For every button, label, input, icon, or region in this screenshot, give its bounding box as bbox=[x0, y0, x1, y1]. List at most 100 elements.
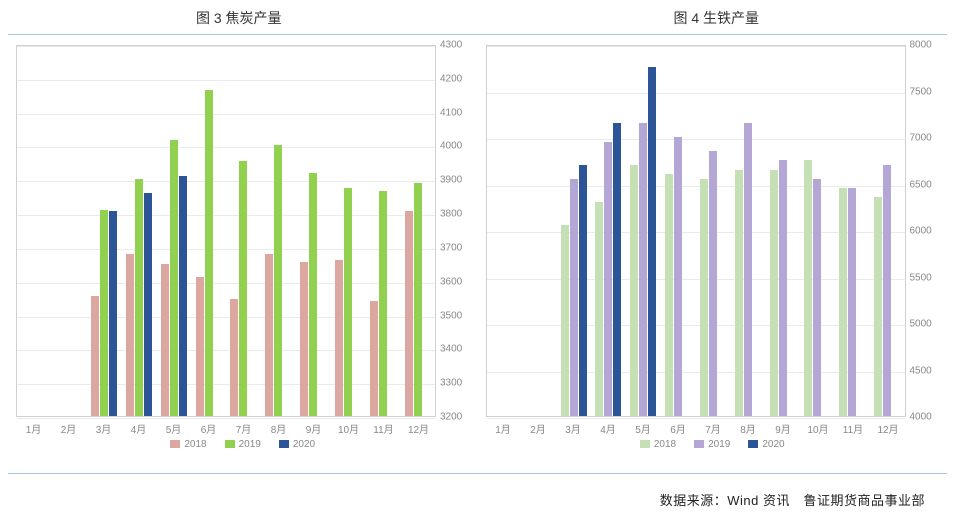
x-tick-label: 9月 bbox=[296, 421, 331, 436]
y-tick-label: 5000 bbox=[910, 319, 932, 330]
y-tick-label: 4100 bbox=[440, 107, 462, 118]
x-tick-label: 5月 bbox=[626, 421, 661, 436]
bar bbox=[561, 225, 569, 416]
bar bbox=[779, 160, 787, 416]
y-tick-label: 4200 bbox=[440, 73, 462, 84]
y-tick-label: 3800 bbox=[440, 209, 462, 220]
bar-group bbox=[661, 46, 696, 416]
bar bbox=[91, 296, 99, 416]
bar bbox=[813, 179, 821, 416]
x-tick-label: 7月 bbox=[226, 421, 261, 436]
legend-item: 2020 bbox=[279, 439, 315, 450]
bar bbox=[414, 183, 422, 416]
bar bbox=[604, 142, 612, 416]
bar bbox=[344, 188, 352, 416]
bar-group bbox=[17, 46, 52, 416]
bar bbox=[770, 170, 778, 416]
legend-item: 2018 bbox=[170, 439, 206, 450]
x-tick-label: 3月 bbox=[86, 421, 121, 436]
legend-swatch bbox=[748, 440, 758, 448]
bar bbox=[309, 173, 317, 416]
x-tick-label: 3月 bbox=[556, 421, 591, 436]
legend-item: 2020 bbox=[748, 439, 784, 450]
legend-swatch bbox=[225, 440, 235, 448]
x-axis: 1月2月3月4月5月6月7月8月9月10月11月12月 bbox=[486, 421, 906, 436]
chart-panel-pigiron: 4000450050005500600065007000750080001月2月… bbox=[478, 34, 948, 474]
y-tick-label: 3300 bbox=[440, 378, 462, 389]
y-tick-label: 3200 bbox=[440, 412, 462, 423]
bar bbox=[205, 90, 213, 416]
legend-label: 2020 bbox=[293, 439, 315, 450]
bar bbox=[196, 277, 204, 416]
bar bbox=[100, 210, 108, 416]
bar-group bbox=[365, 46, 400, 416]
y-tick-label: 3600 bbox=[440, 276, 462, 287]
legend-item: 2019 bbox=[694, 439, 730, 450]
x-tick-label: 11月 bbox=[836, 421, 871, 436]
x-tick-label: 7月 bbox=[696, 421, 731, 436]
bar bbox=[265, 254, 273, 416]
bar bbox=[274, 145, 282, 416]
bar-group bbox=[835, 46, 870, 416]
bar-group bbox=[226, 46, 261, 416]
bar bbox=[595, 202, 603, 416]
legend: 2018 2019 2020 bbox=[8, 439, 478, 450]
x-tick-label: 5月 bbox=[156, 421, 191, 436]
legend-swatch bbox=[694, 440, 704, 448]
bar bbox=[744, 123, 752, 416]
bar bbox=[179, 176, 187, 416]
bar-group bbox=[626, 46, 661, 416]
legend-swatch bbox=[170, 440, 180, 448]
bar-group bbox=[52, 46, 87, 416]
y-tick-label: 3900 bbox=[440, 175, 462, 186]
legend-swatch bbox=[640, 440, 650, 448]
legend-label: 2019 bbox=[239, 439, 261, 450]
bar bbox=[335, 260, 343, 416]
x-tick-label: 12月 bbox=[401, 421, 436, 436]
x-tick-label: 10月 bbox=[331, 421, 366, 436]
bar bbox=[648, 67, 656, 416]
bar bbox=[370, 301, 378, 416]
bar bbox=[874, 197, 882, 416]
bar-group bbox=[695, 46, 730, 416]
y-tick-label: 4300 bbox=[440, 40, 462, 51]
y-tick-label: 3700 bbox=[440, 242, 462, 253]
bar bbox=[579, 165, 587, 416]
x-tick-label: 9月 bbox=[766, 421, 801, 436]
bar-group bbox=[156, 46, 191, 416]
x-tick-label: 4月 bbox=[121, 421, 156, 436]
bar bbox=[709, 151, 717, 416]
bar bbox=[630, 165, 638, 416]
bar-group bbox=[800, 46, 835, 416]
y-tick-label: 4500 bbox=[910, 365, 932, 376]
legend-label: 2020 bbox=[762, 439, 784, 450]
x-tick-label: 4月 bbox=[591, 421, 626, 436]
legend-item: 2019 bbox=[225, 439, 261, 450]
bar bbox=[239, 161, 247, 416]
legend-swatch bbox=[279, 440, 289, 448]
bar-group bbox=[870, 46, 905, 416]
bar bbox=[804, 160, 812, 416]
legend-label: 2018 bbox=[654, 439, 676, 450]
bar bbox=[135, 179, 143, 416]
source-text: 数据来源：Wind 资讯 鲁证期货商品事业部 bbox=[660, 490, 925, 509]
bar-group bbox=[591, 46, 626, 416]
charts-row: 3200330034003500360037003800390040004100… bbox=[0, 34, 955, 474]
x-tick-label: 2月 bbox=[51, 421, 86, 436]
bar-group bbox=[400, 46, 435, 416]
bar bbox=[639, 123, 647, 416]
x-tick-label: 12月 bbox=[871, 421, 906, 436]
legend-item: 2018 bbox=[640, 439, 676, 450]
bar bbox=[848, 188, 856, 416]
bar bbox=[570, 179, 578, 416]
bar bbox=[170, 140, 178, 416]
bar bbox=[613, 123, 621, 416]
bar-group bbox=[765, 46, 800, 416]
gridline bbox=[487, 418, 905, 419]
bar bbox=[735, 170, 743, 416]
titles-row: 图 3 焦炭产量 图 4 生铁产量 bbox=[0, 0, 955, 34]
bar-group bbox=[87, 46, 122, 416]
bar bbox=[883, 165, 891, 416]
bars-container bbox=[17, 46, 435, 416]
y-tick-label: 4000 bbox=[440, 141, 462, 152]
